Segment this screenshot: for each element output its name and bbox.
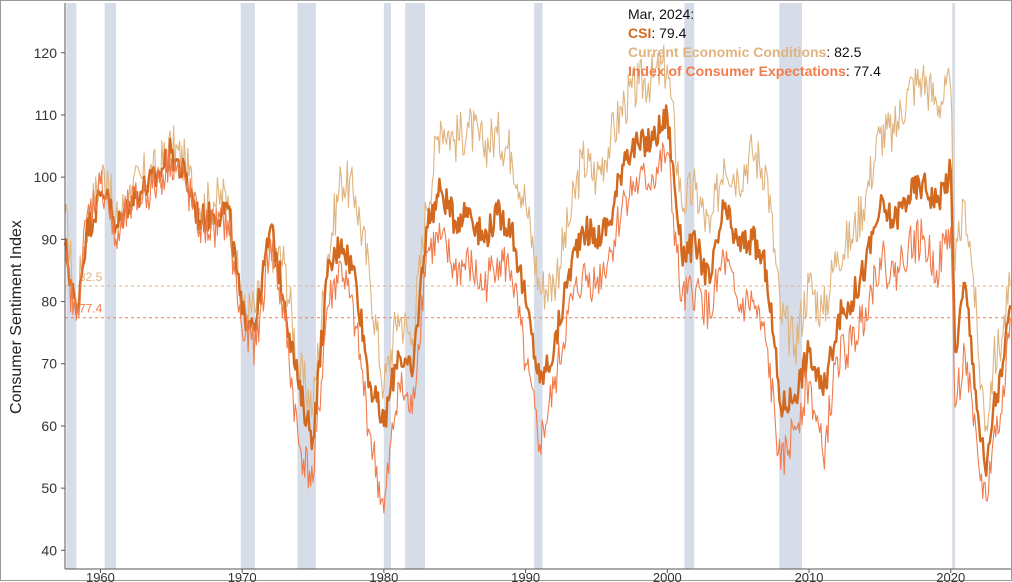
x-tick-label: 1990	[511, 570, 540, 582]
recession-band	[383, 3, 391, 569]
tooltip-series-value: 77.4	[853, 63, 881, 79]
tooltip-date: Mar, 2024:	[628, 6, 695, 22]
reference-line-label: 82.5	[79, 270, 103, 284]
axes: 40 50 60 70 80 90 100 110 120 1960 1970 1980 1990 200…	[34, 3, 1011, 582]
y-tick-label: 120	[34, 45, 58, 61]
series-lines	[63, 44, 1012, 514]
reference-line-label: 77.4	[79, 302, 103, 316]
tooltip-series-value: 82.5	[834, 44, 862, 60]
y-tick-label: 50	[41, 480, 57, 496]
y-tick-label: 100	[34, 169, 58, 185]
y-tick-label: 110	[35, 107, 58, 123]
y-tick-label: 40	[41, 542, 57, 558]
x-tick-label: 1970	[228, 570, 257, 582]
recession-band	[534, 3, 543, 569]
series-line-index-of-consumer-expectations	[64, 142, 1011, 514]
y-tick-label: 80	[41, 294, 57, 310]
tooltip-series-name: Index of Consumer Expectations	[628, 63, 846, 79]
y-axis-label: Consumer Sentiment Index	[8, 220, 25, 414]
tooltip-series-value: 79.4	[659, 25, 687, 41]
tooltip-row-expectations: Index of Consumer Expectations: 77.4	[628, 63, 881, 79]
x-tick-label: 2010	[795, 570, 824, 582]
hover-tooltip: Mar, 2024: CSI: 79.4 Current Economic Co…	[628, 5, 881, 81]
y-tick-label: 70	[41, 356, 57, 372]
x-tick-label: 2020	[936, 570, 965, 582]
x-tick-label: 2000	[653, 570, 682, 582]
tooltip-row-current: Current Economic Conditions: 82.5	[628, 44, 862, 60]
x-tick-label: 1960	[86, 570, 115, 582]
series-line-current-economic-conditions	[64, 44, 1011, 432]
tooltip-series-name: Current Economic Conditions	[628, 44, 827, 60]
recession-band	[104, 3, 117, 569]
reference-lines: 82.5 77.4	[65, 270, 1011, 319]
recession-band	[779, 3, 802, 569]
x-tick-label: 1980	[369, 570, 398, 582]
y-tick-label: 60	[41, 418, 57, 434]
tooltip-series-name: CSI	[628, 25, 652, 41]
tooltip-row-csi: CSI: 79.4	[628, 25, 687, 41]
y-tick-label: 90	[41, 231, 57, 247]
